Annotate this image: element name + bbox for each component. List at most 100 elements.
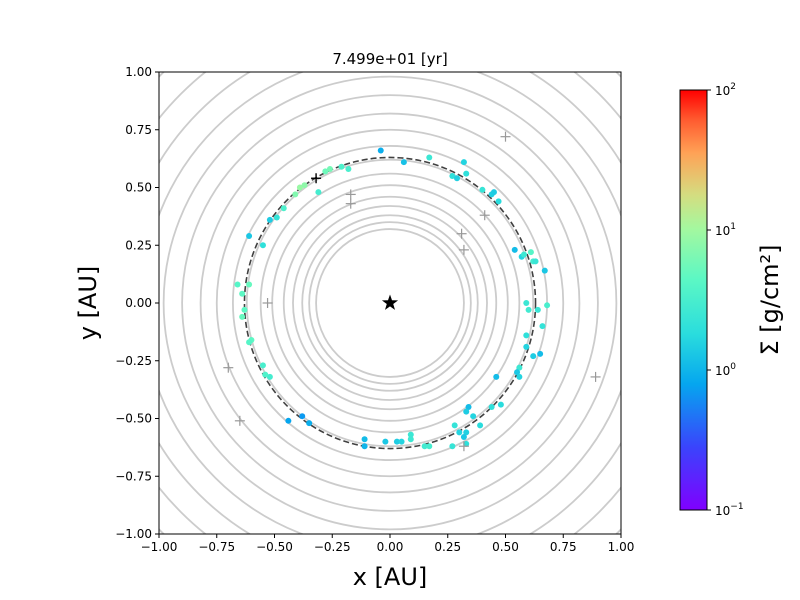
scatter-point bbox=[463, 429, 470, 436]
scatter-point bbox=[326, 166, 333, 173]
scatter-point bbox=[525, 306, 532, 313]
x-tick-label: −1.00 bbox=[141, 540, 178, 554]
scatter-point bbox=[407, 436, 414, 443]
y-tick-label: 0.00 bbox=[125, 296, 152, 310]
scatter-point bbox=[400, 159, 407, 166]
y-tick-label: 0.25 bbox=[125, 238, 152, 252]
scatter-point bbox=[527, 249, 534, 256]
colorbar: 10−1 100 101 102 Σ [g/cm²] bbox=[679, 82, 784, 518]
scatter-point bbox=[239, 290, 246, 297]
chart-title: 7.499e+01 [yr] bbox=[332, 50, 447, 68]
scatter-point bbox=[453, 175, 460, 182]
scatter-point bbox=[377, 147, 384, 154]
scatter-point bbox=[497, 401, 504, 408]
scatter-point bbox=[345, 166, 352, 173]
scatter-point bbox=[361, 436, 368, 443]
colorbar-tick-label: 100 bbox=[715, 362, 736, 378]
scatter-point bbox=[463, 170, 470, 177]
background-ring bbox=[259, 172, 521, 434]
x-tick-label: 1.00 bbox=[608, 540, 635, 554]
scatter-point bbox=[449, 172, 456, 179]
scatter-point bbox=[259, 362, 266, 369]
scatter-point bbox=[463, 440, 470, 447]
scatter-point bbox=[361, 443, 368, 450]
scatter-point bbox=[280, 205, 287, 212]
scatter-point bbox=[523, 332, 530, 339]
colorbar-label: Σ [g/cm²] bbox=[756, 244, 784, 355]
scatter-point bbox=[285, 417, 292, 424]
scatter-point bbox=[541, 267, 548, 274]
scatter-point bbox=[246, 281, 253, 288]
y-tick-label: −0.25 bbox=[115, 354, 152, 368]
colorbar-gradient bbox=[679, 89, 708, 511]
x-tick-label: −0.25 bbox=[314, 540, 351, 554]
background-ring bbox=[301, 214, 479, 392]
y-tick-label: 1.00 bbox=[125, 65, 152, 79]
background-ring bbox=[315, 228, 465, 378]
scatter-point bbox=[301, 182, 308, 189]
colorbar-tick-label: 101 bbox=[715, 222, 736, 238]
background-ring bbox=[215, 128, 565, 478]
y-tick-label: −0.50 bbox=[115, 412, 152, 426]
scatter-point bbox=[239, 313, 246, 320]
scatter-point bbox=[511, 246, 518, 253]
gray-markers bbox=[223, 131, 601, 452]
star-marker bbox=[381, 294, 399, 310]
background-ring bbox=[282, 195, 498, 411]
scatter-point bbox=[296, 184, 303, 191]
scatter-point bbox=[534, 306, 541, 313]
scatter-point bbox=[234, 281, 241, 288]
colorbar-ticks: 10−1 100 101 102 bbox=[707, 82, 744, 518]
scatter-point bbox=[292, 191, 299, 198]
y-axis-ticks: −1.00 −0.75 −0.50 −0.25 0.00 0.25 0.50 0.75 1.00 bbox=[115, 65, 159, 541]
scatter-point bbox=[315, 189, 322, 196]
scatter-point bbox=[382, 438, 389, 445]
scatter-point bbox=[488, 403, 495, 410]
scatter-point bbox=[479, 186, 486, 193]
scatter-point bbox=[398, 438, 405, 445]
y-tick-label: 0.75 bbox=[125, 123, 152, 137]
scatter-point bbox=[520, 251, 527, 258]
colorbar-tick-label: 102 bbox=[715, 82, 736, 98]
background-ring bbox=[181, 94, 599, 512]
scatter-point bbox=[493, 373, 500, 380]
scatter-point bbox=[241, 306, 248, 313]
scatter-point bbox=[246, 339, 253, 346]
scatter-point bbox=[426, 154, 433, 161]
black-marker bbox=[311, 173, 322, 184]
scatter-point bbox=[322, 168, 329, 175]
scatter-point bbox=[266, 373, 273, 380]
scatter-point bbox=[426, 443, 433, 450]
scatter-points bbox=[234, 147, 551, 450]
scatter-point bbox=[451, 422, 458, 429]
scatter-point bbox=[465, 403, 472, 410]
scatter-point bbox=[516, 373, 523, 380]
x-tick-label: 0.50 bbox=[492, 540, 519, 554]
scatter-point bbox=[516, 364, 523, 371]
x-tick-label: 0.75 bbox=[550, 540, 577, 554]
scatter-point bbox=[523, 300, 530, 306]
scatter-point bbox=[246, 233, 253, 240]
scatter-point bbox=[393, 438, 400, 445]
scatter-point bbox=[266, 216, 273, 223]
scatter-point bbox=[421, 443, 428, 450]
x-tick-label: 0.00 bbox=[377, 540, 404, 554]
scatter-point bbox=[449, 443, 456, 450]
y-tick-label: −1.00 bbox=[115, 527, 152, 541]
x-tick-label: −0.75 bbox=[198, 540, 235, 554]
x-tick-label: −0.50 bbox=[256, 540, 293, 554]
scatter-point bbox=[544, 302, 551, 309]
colorbar-tick-label: 10−1 bbox=[715, 502, 744, 518]
background-ring bbox=[292, 205, 488, 401]
scatter-point bbox=[490, 189, 497, 196]
background-ring bbox=[162, 75, 618, 531]
x-axis-label: x [AU] bbox=[353, 563, 428, 591]
scatter-point bbox=[523, 343, 530, 350]
scatter-point bbox=[306, 420, 313, 427]
background-ring bbox=[245, 158, 535, 448]
background-ring bbox=[199, 112, 581, 494]
scatter-point bbox=[460, 159, 467, 166]
scatter-point bbox=[338, 163, 345, 170]
scatter-point bbox=[460, 433, 467, 440]
scatter-point bbox=[530, 353, 537, 360]
